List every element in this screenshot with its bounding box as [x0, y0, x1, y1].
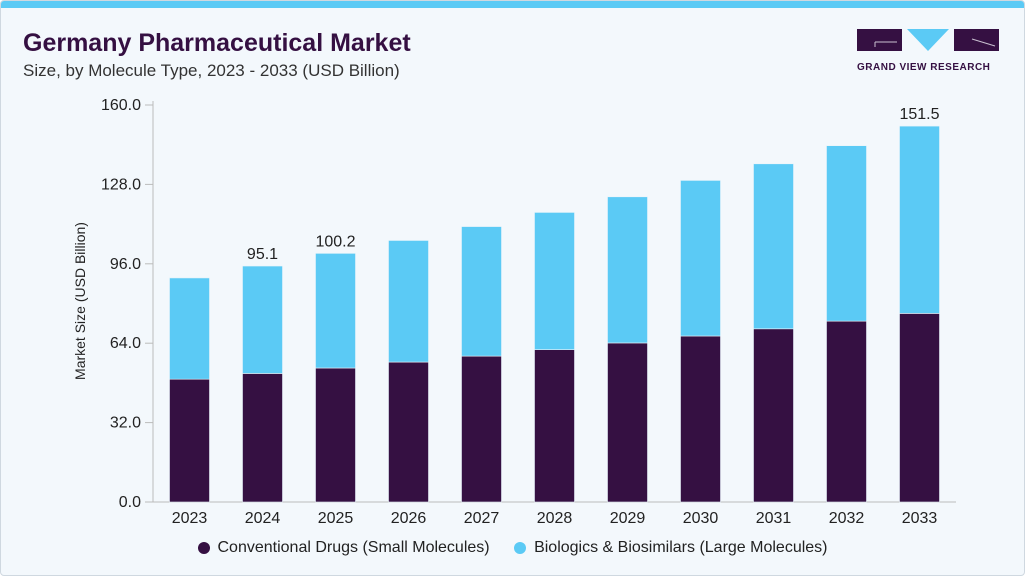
chart-title: Germany Pharmaceutical Market [23, 29, 411, 57]
legend-item-conventional: Conventional Drugs (Small Molecules) [197, 539, 490, 557]
bar-conventional-2026 [388, 361, 429, 503]
legend-label: Conventional Drugs (Small Molecules) [217, 539, 490, 556]
bar-conventional-2028 [534, 349, 575, 503]
y-tick-label: 160.0 [101, 97, 141, 114]
x-tick-label: 2026 [391, 510, 427, 527]
bar-biologics-2031 [753, 163, 794, 330]
top-accent-bar [1, 1, 1024, 8]
y-tick-label: 0.0 [119, 494, 141, 511]
bar-conventional-2032 [826, 320, 867, 503]
y-tick-label: 64.0 [110, 335, 141, 352]
bar-conventional-2025 [315, 367, 356, 503]
x-tick-label: 2025 [318, 510, 354, 527]
y-axis-title: Market Size (USD Billion) [72, 222, 88, 380]
x-tick-label: 2029 [610, 510, 646, 527]
bar-biologics-2032 [826, 145, 867, 322]
data-label-2033: 151.5 [899, 106, 939, 123]
bar-biologics-2028 [534, 212, 575, 350]
bar-biologics-2023 [169, 277, 210, 380]
legend-swatch-conventional [197, 542, 210, 554]
bar-biologics-2029 [607, 196, 648, 344]
bar-conventional-2024 [242, 373, 283, 503]
grand-view-research-logo: GRAND VIEW RESEARCH [857, 29, 999, 73]
bar-biologics-2030 [680, 180, 721, 337]
x-tick-label: 2031 [756, 510, 792, 527]
x-tick-label: 2032 [829, 510, 865, 527]
x-tick-label: 2023 [172, 510, 208, 527]
logo-text: GRAND VIEW RESEARCH [857, 62, 991, 73]
bar-biologics-2024 [242, 265, 283, 374]
x-tick-label: 2033 [902, 510, 938, 527]
gvr-logo-icon [857, 29, 999, 51]
bar-conventional-2027 [461, 355, 502, 503]
bar-conventional-2033 [899, 313, 940, 503]
bar-biologics-2027 [461, 226, 502, 357]
x-tick-label: 2027 [464, 510, 500, 527]
bar-conventional-2030 [680, 335, 721, 503]
y-tick-label: 96.0 [110, 256, 141, 273]
legend-swatch-biologics [514, 542, 527, 554]
bar-conventional-2031 [753, 328, 794, 503]
y-tick-label: 128.0 [101, 176, 141, 193]
x-tick-label: 2030 [683, 510, 719, 527]
bar-conventional-2023 [169, 378, 210, 503]
legend-item-biologics: Biologics & Biosimilars (Large Molecules… [514, 539, 828, 557]
y-tick-label: 32.0 [110, 415, 141, 432]
bar-chart: 0.0 32.0 64.0 96.0 128.0 160.0 Market Size (US… [72, 97, 956, 527]
bar-biologics-2033 [899, 125, 940, 314]
data-label-2025: 100.2 [315, 233, 355, 250]
bar-conventional-2029 [607, 342, 648, 503]
x-tick-label: 2028 [537, 510, 573, 527]
legend: Conventional Drugs (Small Molecules) Bio… [1, 539, 1024, 559]
legend-label: Biologics & Biosimilars (Large Molecules… [534, 539, 828, 556]
bar-biologics-2025 [315, 253, 356, 369]
bar-biologics-2026 [388, 240, 429, 363]
data-label-2024: 95.1 [247, 246, 278, 263]
chart-subtitle: Size, by Molecule Type, 2023 - 2033 (USD… [23, 61, 400, 80]
x-tick-label: 2024 [245, 510, 281, 527]
